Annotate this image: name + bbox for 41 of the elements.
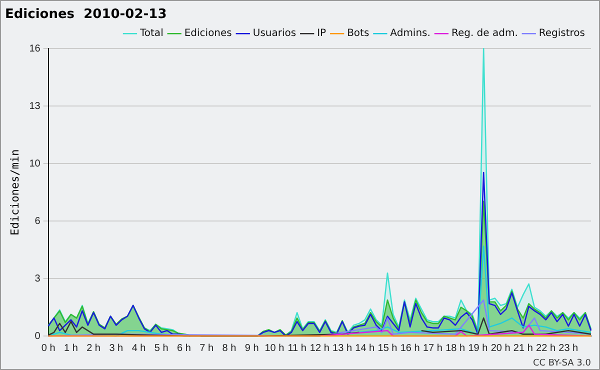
x-tick-label: 11 h	[288, 342, 306, 354]
y-tick-label: 13	[29, 100, 41, 112]
y-axis-title: Ediciones/min	[8, 149, 22, 236]
legend-label: IP	[317, 28, 326, 40]
x-tick-label: 0 h	[41, 342, 56, 354]
legend-label: Usuarios	[252, 28, 296, 40]
x-tick-label: 14 h	[355, 342, 375, 354]
legend-label: Bots	[347, 28, 370, 40]
x-tick-label: 17 h	[422, 342, 442, 354]
y-tick-label: 6	[34, 216, 41, 227]
x-tick-label: 16 h	[400, 342, 420, 354]
x-tick-label: 10 h	[264, 342, 284, 354]
x-tick-label: 22 h	[536, 342, 556, 354]
x-tick-label: 6 h	[177, 342, 191, 354]
x-tick-label: 2 h	[86, 342, 100, 354]
x-tick-label: 15 h	[378, 342, 398, 354]
text: CC BY-SA 3.0	[533, 358, 592, 368]
legend-label: Registros	[538, 28, 586, 40]
chart-title: Ediciones 2010-02-13	[5, 7, 167, 22]
legend-label: Total	[138, 28, 164, 40]
legend-label: Admins.	[390, 28, 430, 40]
y-tick-label: 3	[34, 273, 41, 284]
x-tick-label: 7 h	[200, 342, 214, 354]
x-tick-label: 23 h	[558, 342, 578, 354]
x-tick-label: 9 h	[244, 342, 259, 354]
x-tick-label: 5 h	[154, 342, 168, 354]
x-tick-label: 4 h	[132, 342, 146, 354]
x-tick-label: 20 h	[490, 342, 510, 354]
x-tick-label: 8 h	[222, 342, 236, 354]
x-tick-label: 1 h	[64, 342, 78, 354]
x-tick-label: 19 h	[468, 342, 488, 354]
x-tick-label: 21 h	[513, 342, 533, 354]
legend-label: Reg. de adm.	[451, 28, 518, 40]
legend-label: Ediciones	[184, 28, 232, 40]
x-tick-label: 3 h	[109, 342, 124, 354]
y-tick-label: 16	[29, 43, 41, 54]
y-tick-label: 10	[29, 158, 41, 170]
x-tick-label: 12 h	[310, 342, 330, 354]
y-tick-label: 0	[34, 330, 41, 342]
x-tick-label: 18 h	[446, 342, 466, 354]
x-tick-label: 13 h	[332, 342, 352, 354]
